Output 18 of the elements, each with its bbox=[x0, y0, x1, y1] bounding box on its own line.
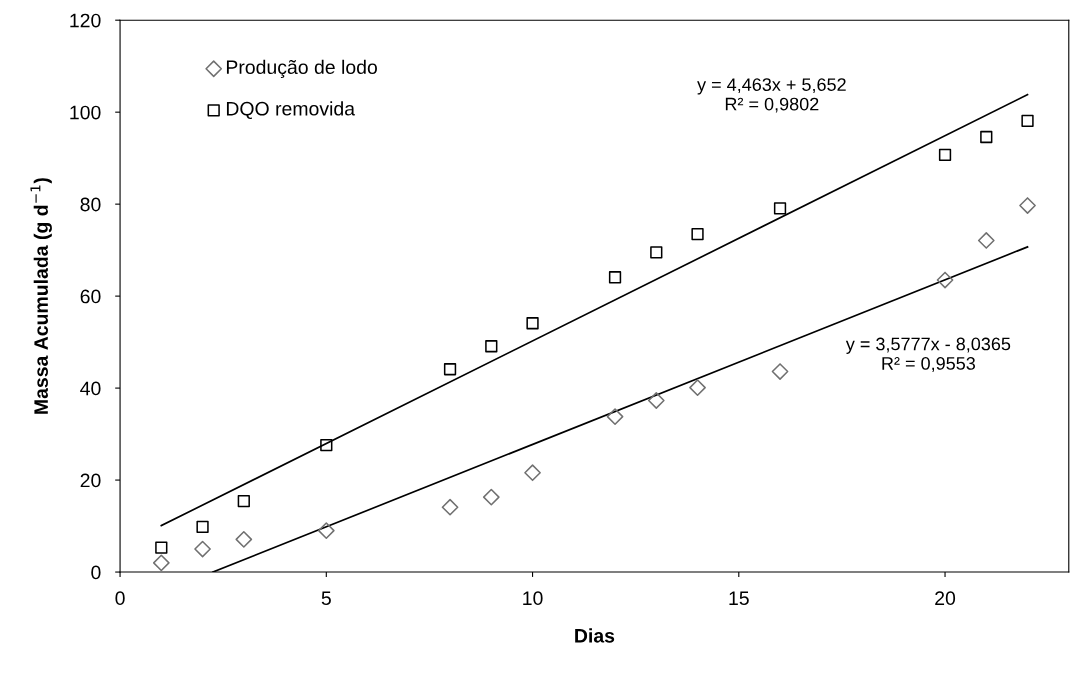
annotation: y = 3,5777x - 8,0365 R² = 0,9553 bbox=[845, 337, 1011, 372]
x-axis-title: Dias bbox=[575, 628, 615, 643]
y-tick-label: 40 bbox=[80, 381, 101, 396]
y-tick-label: 100 bbox=[70, 105, 101, 120]
x-tick-label: 0 bbox=[115, 591, 125, 606]
y-tick-label: 80 bbox=[80, 197, 101, 212]
annotation: y = 4,463x + 5,652 R² = 0,9802 bbox=[697, 78, 846, 113]
legend-label: DQO removida bbox=[226, 101, 356, 120]
y-tick-label: 20 bbox=[80, 473, 101, 488]
y-axis-title: Massa Acumulada (g d$^{−1}$) bbox=[30, 178, 52, 414]
y-tick-label: 120 bbox=[70, 13, 101, 28]
legend-label: Produção de lodo bbox=[226, 59, 377, 78]
y-tick-label: 0 bbox=[91, 565, 101, 580]
x-tick-label: 20 bbox=[935, 591, 956, 606]
y-tick-label: 60 bbox=[80, 289, 101, 304]
x-tick-label: 10 bbox=[523, 591, 543, 606]
x-tick-label: 5 bbox=[321, 591, 331, 606]
x-tick-label: 15 bbox=[729, 591, 749, 606]
